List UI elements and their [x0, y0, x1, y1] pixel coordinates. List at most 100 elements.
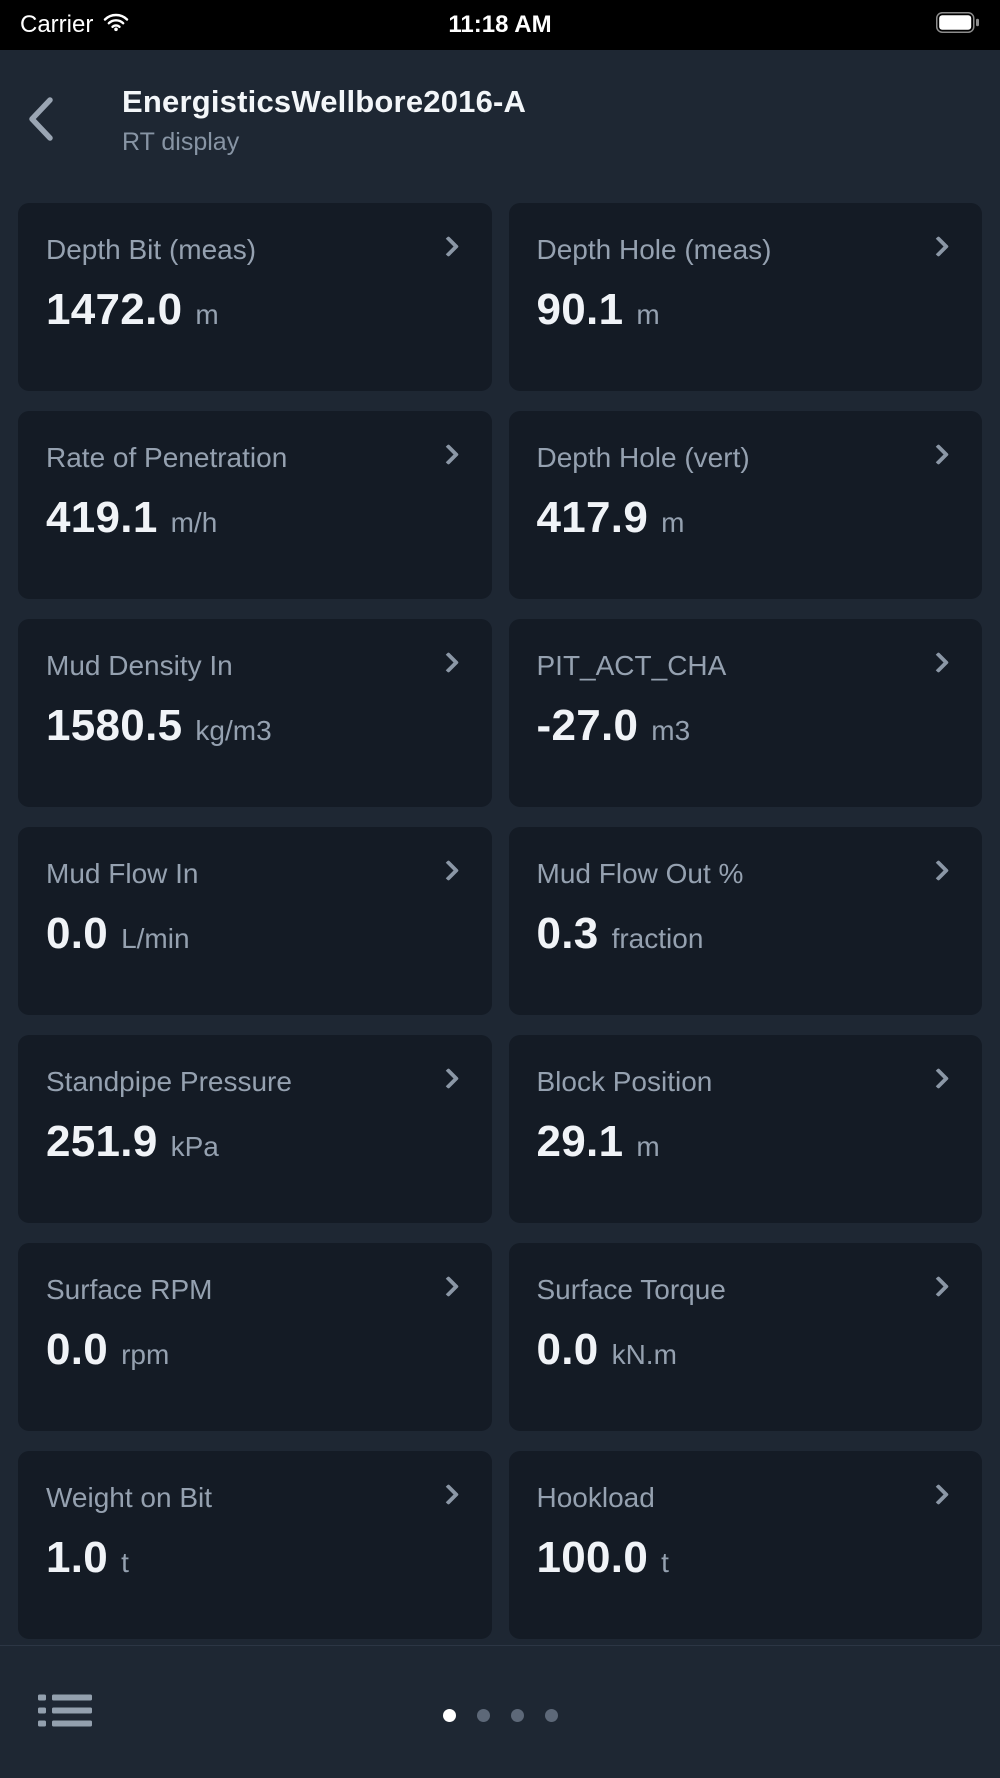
reading-unit: m/h: [170, 507, 218, 538]
page-dot[interactable]: [442, 1708, 456, 1722]
chevron-right-icon: [927, 235, 950, 258]
page-title: EnergisticsWellbore2016-A: [122, 84, 527, 119]
reading-unit: m: [195, 299, 219, 330]
reading-card[interactable]: Weight on Bit 1.0 t: [18, 1451, 492, 1639]
chevron-right-icon: [437, 859, 459, 882]
reading-card[interactable]: Surface RPM 0.0 rpm: [18, 1243, 492, 1431]
reading-value: -27.0: [536, 701, 639, 750]
list-button[interactable]: [32, 1688, 98, 1737]
status-bar: Carrier 11:18 AM: [0, 0, 1000, 50]
reading-unit: rpm: [121, 1339, 170, 1370]
reading-card[interactable]: Depth Hole (meas) 90.1 m: [508, 203, 982, 391]
reading-card[interactable]: Mud Flow In 0.0 L/min: [18, 827, 492, 1015]
status-left: Carrier: [20, 11, 129, 39]
reading-card[interactable]: Standpipe Pressure 251.9 kPa: [18, 1035, 492, 1223]
reading-card[interactable]: Depth Bit (meas) 1472.0 m: [18, 203, 492, 391]
reading-unit: fraction: [611, 923, 704, 954]
battery-icon: [936, 12, 980, 38]
header: EnergisticsWellbore2016-A RT display: [0, 50, 1000, 203]
reading-unit: m: [636, 299, 660, 330]
chevron-right-icon: [437, 1275, 459, 1298]
reading-card[interactable]: Depth Hole (vert) 417.9 m: [508, 411, 982, 599]
status-right: [936, 12, 980, 38]
reading-value: 0.0: [536, 1325, 599, 1374]
chevron-right-icon: [437, 443, 459, 466]
reading-card[interactable]: Block Position 29.1 m: [508, 1035, 982, 1223]
chevron-left-icon: [26, 97, 54, 145]
reading-value-row: 0.0 kN.m: [537, 1325, 955, 1375]
reading-label: Weight on Bit: [46, 1482, 213, 1513]
reading-value: 419.1: [46, 493, 158, 542]
reading-value: 1580.5: [46, 701, 183, 750]
reading-unit: t: [121, 1547, 129, 1578]
bottom-toolbar: [0, 1645, 1000, 1778]
reading-card[interactable]: Surface Torque 0.0 kN.m: [508, 1243, 982, 1431]
reading-card[interactable]: Rate of Penetration 419.1 m/h: [18, 411, 492, 599]
reading-unit: m: [636, 1131, 660, 1162]
reading-value-row: 29.1 m: [537, 1117, 955, 1167]
reading-label: Surface RPM: [46, 1274, 213, 1305]
chevron-right-icon: [437, 1483, 459, 1506]
list-icon: [38, 1694, 92, 1731]
carrier-label: Carrier: [20, 11, 94, 38]
reading-label: PIT_ACT_CHA: [536, 650, 727, 681]
reading-value-row: 1.0 t: [46, 1533, 464, 1583]
wifi-icon: [103, 11, 129, 39]
reading-label: Mud Density In: [46, 650, 233, 681]
chevron-right-icon: [927, 1275, 950, 1298]
reading-label: Block Position: [536, 1066, 713, 1097]
back-button[interactable]: [20, 90, 60, 151]
reading-value: 100.0: [536, 1533, 649, 1582]
reading-value-row: 0.3 fraction: [537, 909, 955, 959]
page-dot[interactable]: [476, 1708, 490, 1722]
reading-label: Depth Hole (meas): [536, 234, 772, 265]
reading-label: Surface Torque: [536, 1274, 726, 1305]
reading-label: Hookload: [536, 1482, 655, 1513]
reading-value: 251.9: [46, 1117, 158, 1166]
chevron-right-icon: [437, 651, 459, 674]
reading-label: Mud Flow In: [46, 858, 199, 889]
reading-label: Depth Hole (vert): [536, 442, 750, 473]
reading-value-row: 1580.5 kg/m3: [46, 701, 464, 751]
reading-label: Mud Flow Out %: [536, 858, 744, 889]
reading-card[interactable]: PIT_ACT_CHA -27.0 m3: [508, 619, 982, 807]
chevron-right-icon: [927, 1067, 950, 1090]
chevron-right-icon: [927, 443, 950, 466]
chevron-right-icon: [927, 1483, 950, 1506]
reading-value: 0.3: [536, 909, 599, 958]
reading-value-row: -27.0 m3: [537, 701, 955, 751]
chevron-right-icon: [927, 859, 950, 882]
reading-value-row: 90.1 m: [537, 285, 955, 335]
reading-value: 90.1: [536, 285, 624, 334]
reading-value-row: 251.9 kPa: [46, 1117, 464, 1167]
reading-value-row: 100.0 t: [537, 1533, 955, 1583]
chevron-right-icon: [437, 235, 459, 258]
reading-label: Rate of Penetration: [46, 442, 288, 473]
header-titles: EnergisticsWellbore2016-A RT display: [122, 84, 978, 157]
reading-label: Depth Bit (meas): [46, 234, 257, 265]
reading-value: 417.9: [536, 493, 649, 542]
reading-card[interactable]: Hookload 100.0 t: [508, 1451, 982, 1639]
readings-grid: Depth Bit (meas) 1472.0 m Depth Hole (me…: [0, 203, 1000, 1639]
reading-card[interactable]: Mud Density In 1580.5 kg/m3: [18, 619, 492, 807]
reading-unit: t: [661, 1547, 669, 1578]
reading-unit: m3: [651, 715, 691, 746]
page-dot[interactable]: [510, 1708, 524, 1722]
page-dot[interactable]: [544, 1708, 558, 1722]
reading-unit: kg/m3: [195, 715, 272, 746]
reading-value: 1472.0: [46, 285, 183, 334]
reading-unit: L/min: [121, 923, 190, 954]
reading-value-row: 417.9 m: [537, 493, 955, 543]
reading-value: 0.0: [46, 1325, 109, 1374]
status-time: 11:18 AM: [448, 11, 552, 38]
page-subtitle: RT display: [122, 128, 240, 156]
reading-value-row: 1472.0 m: [46, 285, 464, 335]
chevron-right-icon: [927, 651, 950, 674]
reading-unit: kN.m: [611, 1339, 677, 1370]
reading-value-row: 0.0 L/min: [46, 909, 464, 959]
reading-unit: m: [661, 507, 685, 538]
reading-value: 0.0: [46, 909, 109, 958]
reading-unit: kPa: [170, 1131, 219, 1162]
reading-card[interactable]: Mud Flow Out % 0.3 fraction: [508, 827, 982, 1015]
